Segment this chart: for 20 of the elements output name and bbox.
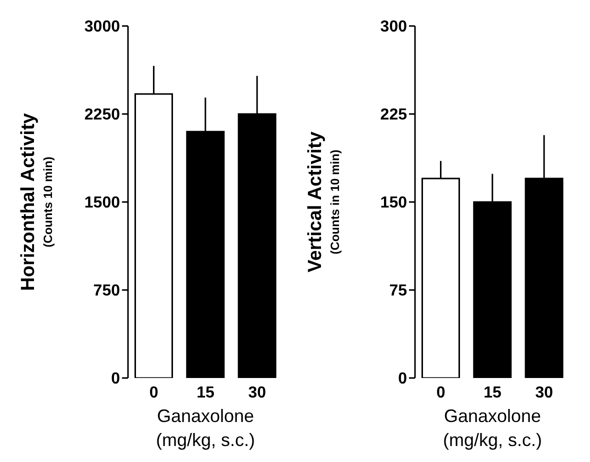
y-tick-label: 150 bbox=[380, 194, 408, 212]
y-tick-label: 225 bbox=[380, 106, 408, 124]
x-tick-label: 30 bbox=[248, 384, 266, 402]
y-axis-title: Horizonthal Activity (Counts 10 min) bbox=[18, 112, 55, 291]
x-tick-label: 15 bbox=[484, 384, 502, 402]
y-axis-title: Vertical Activity (Counts in 10 min) bbox=[305, 131, 342, 272]
y-tick-label: 1500 bbox=[84, 194, 120, 212]
y-tick-label: 300 bbox=[380, 18, 408, 36]
y-tick-label: 2250 bbox=[84, 106, 120, 124]
y-tick-label: 0 bbox=[111, 370, 120, 388]
x-axis-title: Ganaxolone (mg/kg, s.c.) bbox=[442, 406, 542, 450]
x-axis-title: Ganaxolone (mg/kg, s.c.) bbox=[156, 406, 256, 450]
x-tick-label: 30 bbox=[535, 384, 554, 402]
y-tick-label: 750 bbox=[93, 282, 120, 300]
y-tick-label: 0 bbox=[398, 370, 408, 388]
x-tick-label: 15 bbox=[196, 384, 214, 402]
x-tick-label: 0 bbox=[436, 384, 446, 402]
y-tick-label: 3000 bbox=[84, 18, 120, 36]
y-tick-label: 75 bbox=[389, 282, 408, 300]
x-tick-label: 0 bbox=[149, 384, 158, 402]
